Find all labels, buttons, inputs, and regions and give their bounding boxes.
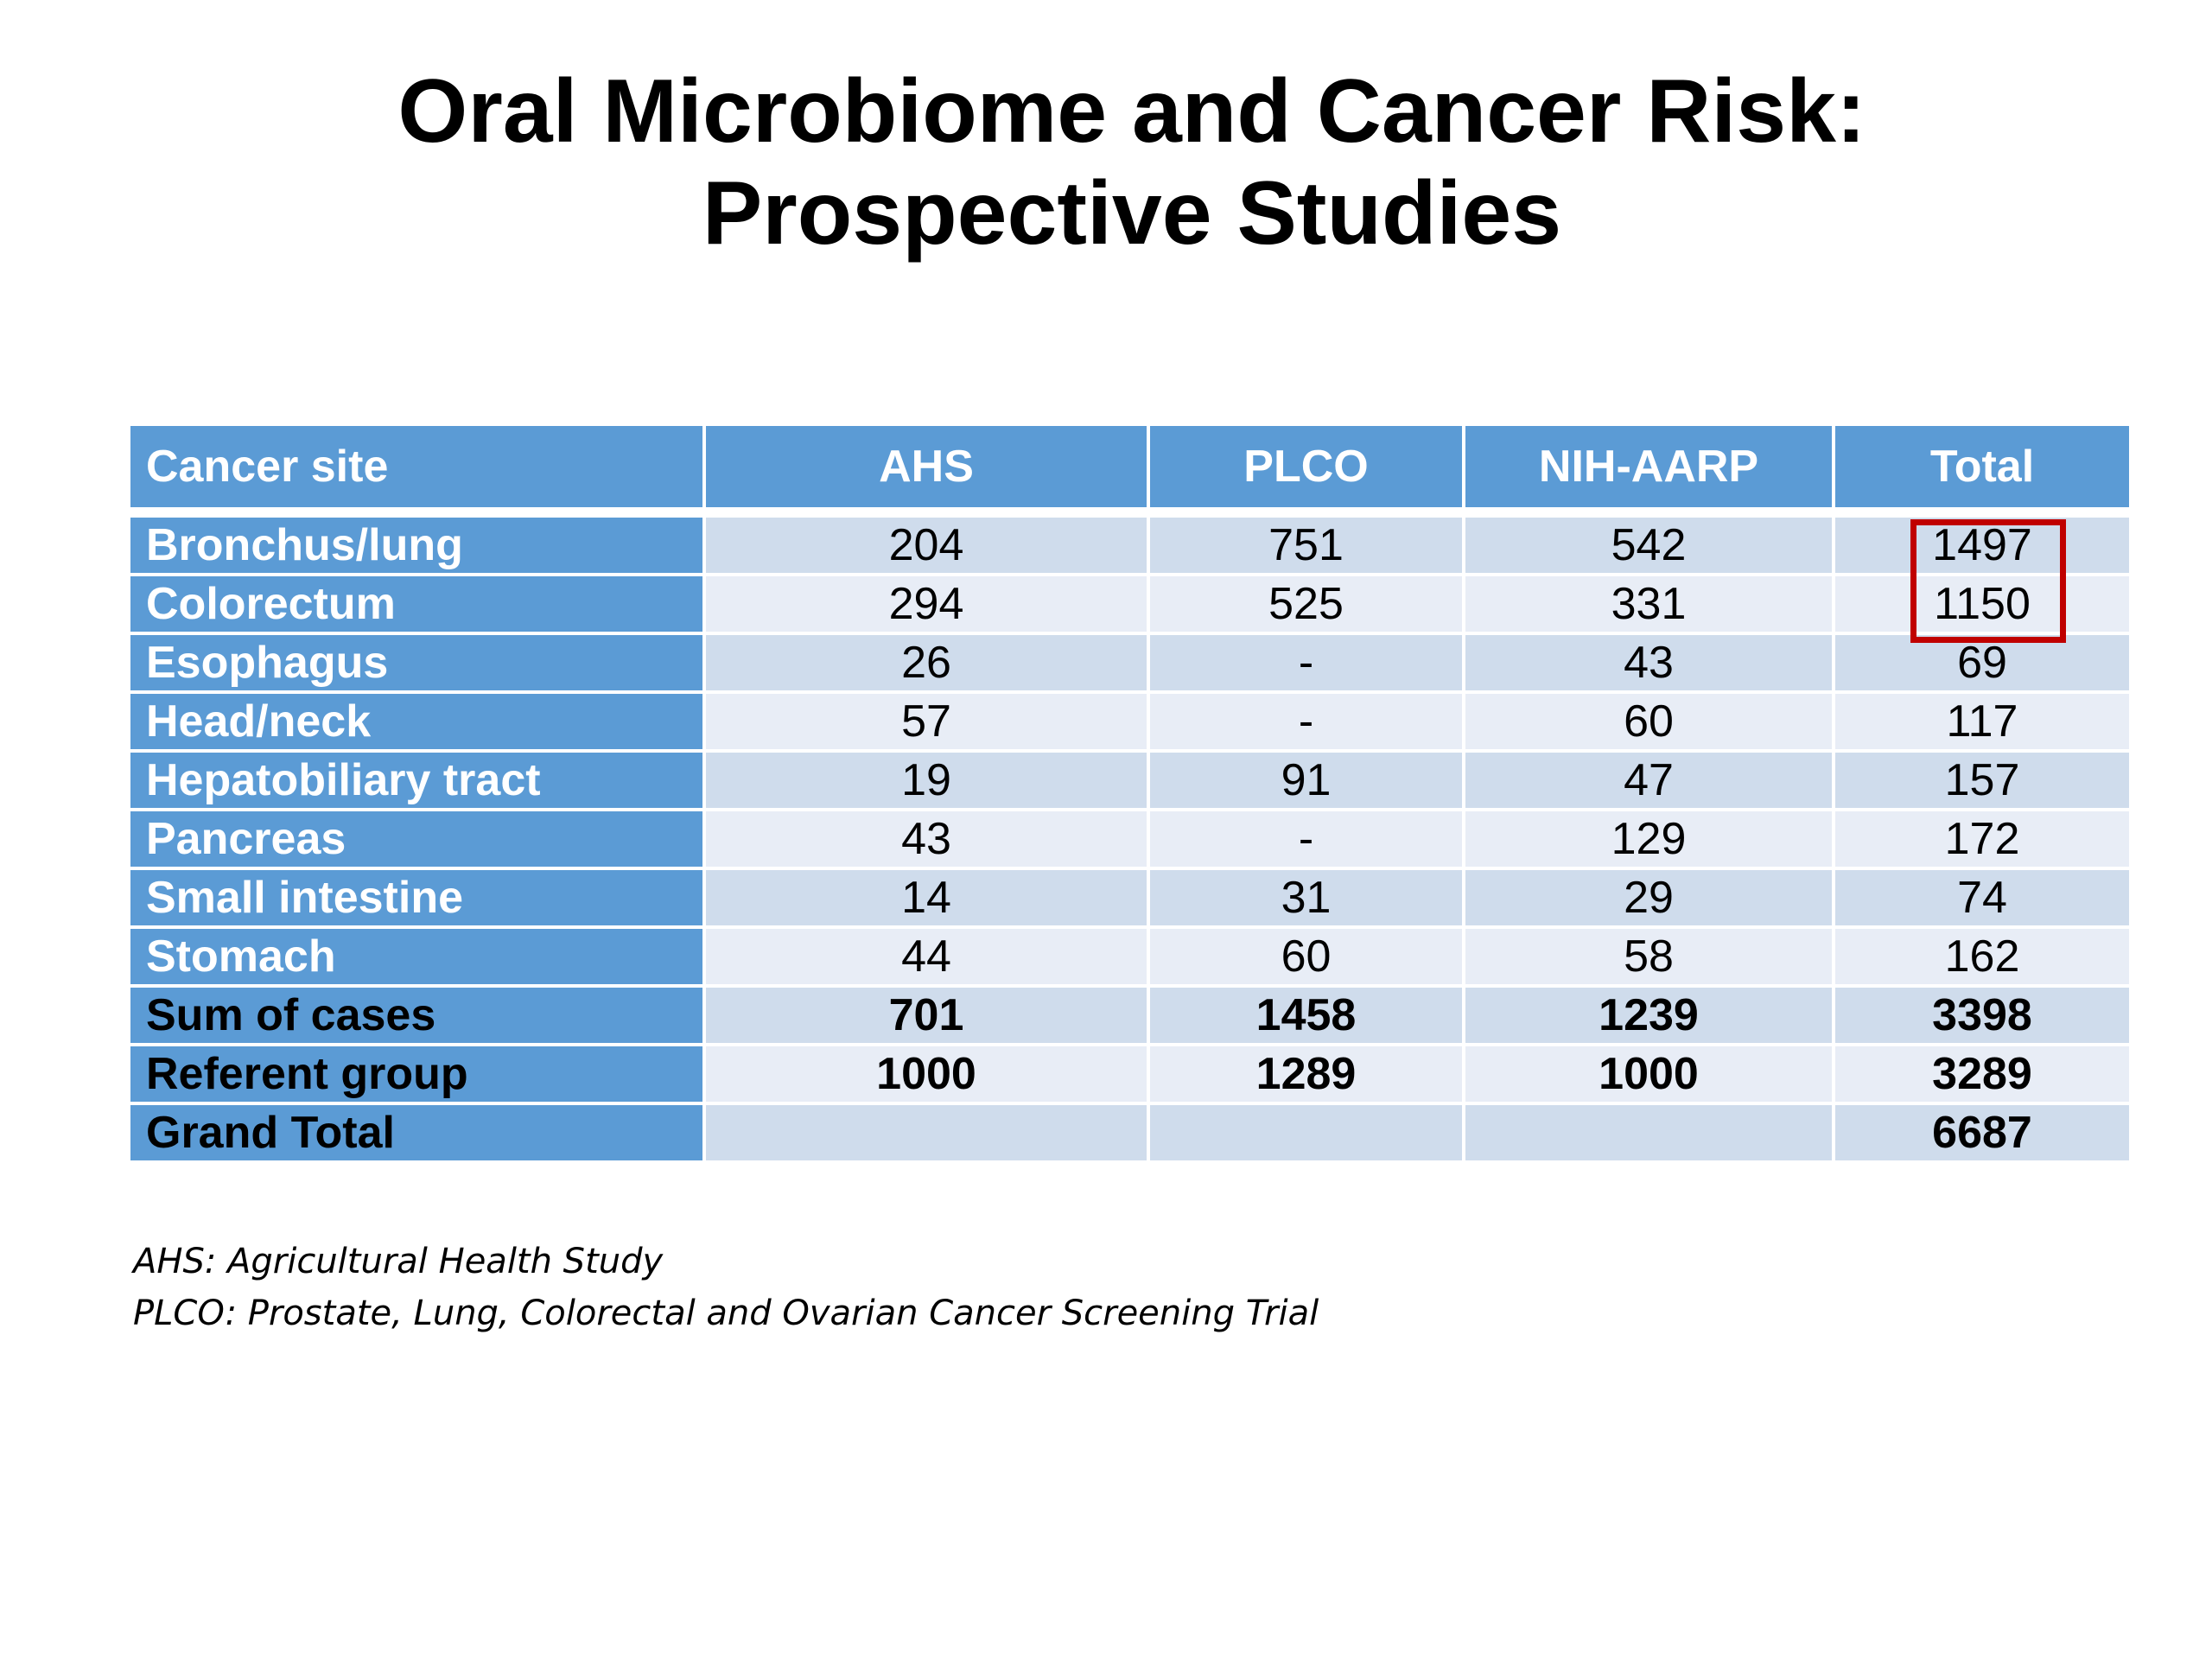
cancer-site-cell: Stomach: [130, 927, 706, 988]
header-cancer-site: Cancer site: [130, 426, 706, 518]
cancer-site-cell: Sum of cases: [130, 986, 706, 1046]
total-cell: 1497: [1834, 512, 2129, 576]
plco-cell: 31: [1148, 868, 1465, 929]
ahs-cell: 44: [704, 927, 1150, 988]
plco-cell: 751: [1148, 512, 1465, 576]
footnotes: AHS: Agricultural Health Study PLCO: Pro…: [133, 1236, 1319, 1339]
plco-cell: 525: [1148, 575, 1465, 635]
table-row: Colorectum 294 525 331 1150: [130, 575, 2129, 635]
total-cell: 117: [1834, 692, 2129, 753]
cancer-site-cell: Grand Total: [130, 1103, 706, 1164]
cancer-cases-table: Cancer site AHS PLCO NIH-AARP Total Bron…: [130, 426, 2129, 1164]
nih-aarp-cell: 60: [1464, 692, 1835, 753]
cancer-site-cell: Head/neck: [130, 692, 706, 753]
slide-title-line-1: Oral Microbiome and Cancer Risk:: [397, 61, 1866, 162]
referent-group-row: Referent group 1000 1289 1000 3289: [130, 1045, 2129, 1105]
nih-aarp-cell: 29: [1464, 868, 1835, 929]
plco-cell: [1148, 1103, 1465, 1164]
total-cell: 1150: [1834, 575, 2129, 635]
nih-aarp-cell: 58: [1464, 927, 1835, 988]
sum-of-cases-row: Sum of cases 701 1458 1239 3398: [130, 986, 2129, 1046]
footnote-ahs: AHS: Agricultural Health Study: [133, 1242, 664, 1281]
cancer-site-cell: Referent group: [130, 1045, 706, 1105]
header-plco: PLCO: [1148, 426, 1465, 518]
ahs-cell: 294: [704, 575, 1150, 635]
slide-title-line-2: Prospective Studies: [702, 163, 1562, 264]
nih-aarp-cell: 1239: [1464, 986, 1835, 1046]
total-cell: 69: [1834, 633, 2129, 694]
cancer-site-cell: Colorectum: [130, 575, 706, 635]
nih-aarp-cell: 129: [1464, 810, 1835, 870]
plco-cell: -: [1148, 810, 1465, 870]
header-ahs: AHS: [704, 426, 1150, 518]
header-total: Total: [1834, 426, 2129, 518]
slide-title: Oral Microbiome and Cancer Risk: Prospec…: [0, 60, 2212, 264]
table-row: Head/neck 57 - 60 117: [130, 692, 2129, 753]
footnote-plco: PLCO: Prostate, Lung, Colorectal and Ova…: [133, 1294, 1319, 1333]
nih-aarp-cell: 542: [1464, 512, 1835, 576]
cancer-site-cell: Pancreas: [130, 810, 706, 870]
table-row: Small intestine 14 31 29 74: [130, 868, 2129, 929]
total-cell: 74: [1834, 868, 2129, 929]
plco-cell: 1458: [1148, 986, 1465, 1046]
total-cell: 157: [1834, 751, 2129, 811]
plco-cell: 60: [1148, 927, 1465, 988]
total-cell: 3289: [1834, 1045, 2129, 1105]
plco-cell: 1289: [1148, 1045, 1465, 1105]
ahs-cell: 26: [704, 633, 1150, 694]
table-row: Stomach 44 60 58 162: [130, 927, 2129, 988]
total-cell: 6687: [1834, 1103, 2129, 1164]
total-cell: 172: [1834, 810, 2129, 870]
ahs-cell: 204: [704, 512, 1150, 576]
total-cell: 162: [1834, 927, 2129, 988]
cancer-cases-table-container: Cancer site AHS PLCO NIH-AARP Total Bron…: [130, 426, 2129, 1164]
ahs-cell: 701: [704, 986, 1150, 1046]
ahs-cell: 1000: [704, 1045, 1150, 1105]
plco-cell: 91: [1148, 751, 1465, 811]
cancer-site-cell: Hepatobiliary tract: [130, 751, 706, 811]
ahs-cell: 14: [704, 868, 1150, 929]
table-row: Esophagus 26 - 43 69: [130, 633, 2129, 694]
nih-aarp-cell: 43: [1464, 633, 1835, 694]
plco-cell: -: [1148, 692, 1465, 753]
plco-cell: -: [1148, 633, 1465, 694]
table-row: Bronchus/lung 204 751 542 1497: [130, 512, 2129, 576]
nih-aarp-cell: 1000: [1464, 1045, 1835, 1105]
ahs-cell: 43: [704, 810, 1150, 870]
ahs-cell: 57: [704, 692, 1150, 753]
cancer-site-cell: Bronchus/lung: [130, 512, 706, 576]
ahs-cell: [704, 1103, 1150, 1164]
total-cell: 3398: [1834, 986, 2129, 1046]
table-row: Pancreas 43 - 129 172: [130, 810, 2129, 870]
ahs-cell: 19: [704, 751, 1150, 811]
cancer-site-cell: Small intestine: [130, 868, 706, 929]
nih-aarp-cell: 47: [1464, 751, 1835, 811]
grand-total-row: Grand Total 6687: [130, 1103, 2129, 1164]
cancer-site-cell: Esophagus: [130, 633, 706, 694]
table-header-row: Cancer site AHS PLCO NIH-AARP Total: [130, 426, 2129, 518]
nih-aarp-cell: [1464, 1103, 1835, 1164]
table-row: Hepatobiliary tract 19 91 47 157: [130, 751, 2129, 811]
header-nih-aarp: NIH-AARP: [1464, 426, 1835, 518]
nih-aarp-cell: 331: [1464, 575, 1835, 635]
